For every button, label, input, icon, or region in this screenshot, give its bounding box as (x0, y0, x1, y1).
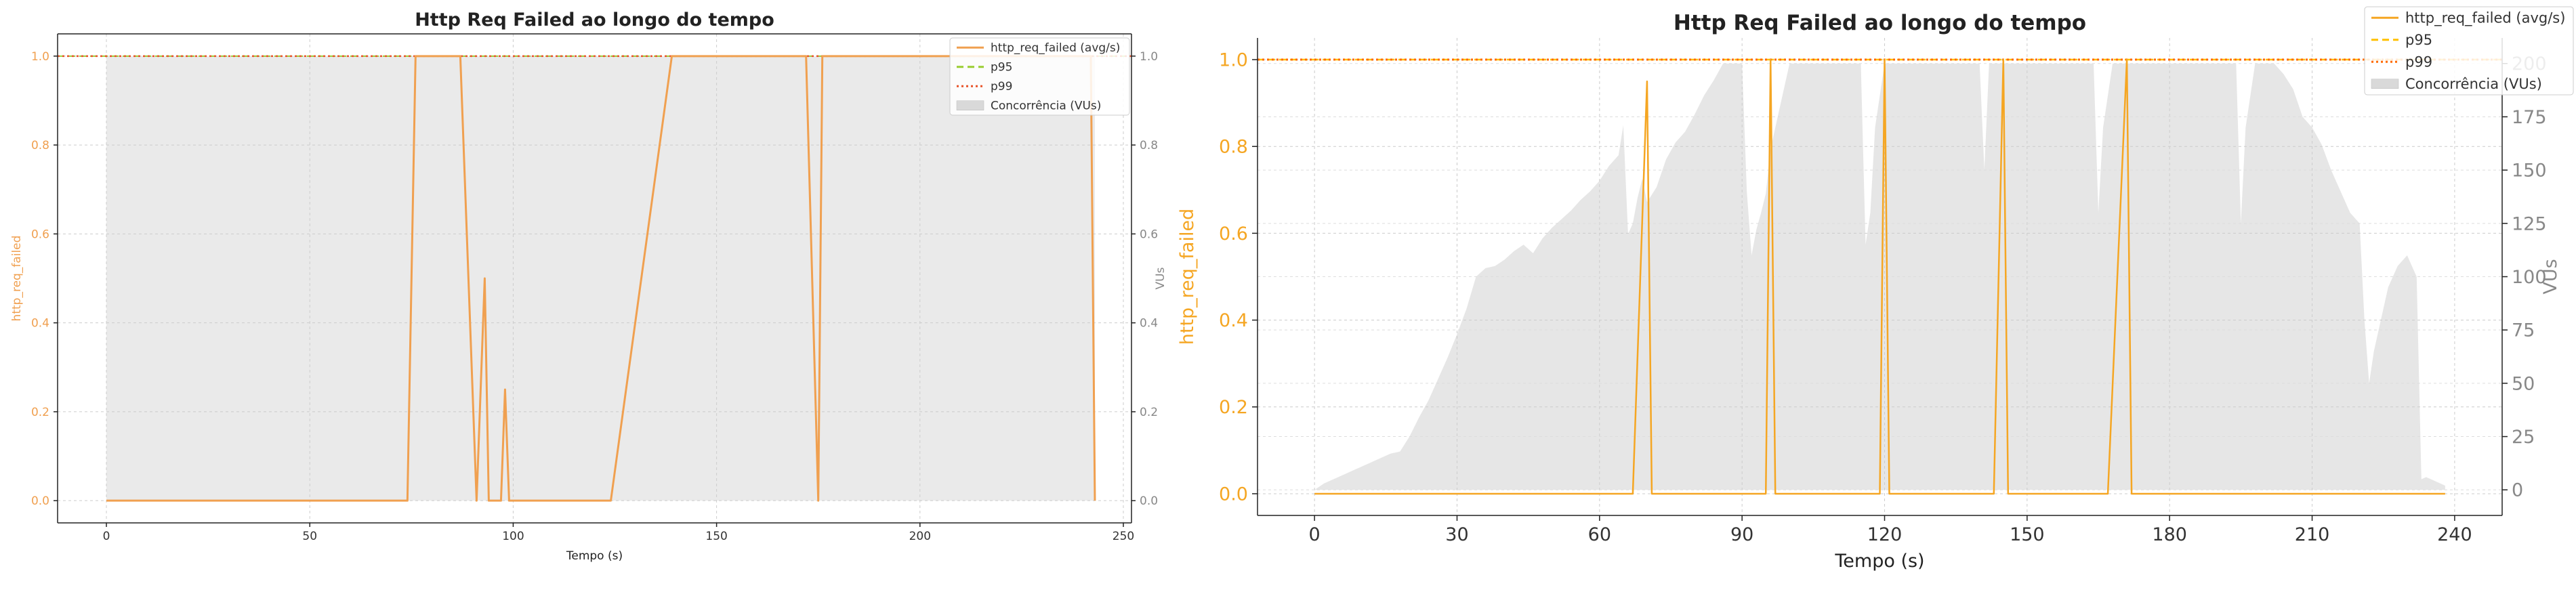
x-axis-label: Tempo (s) (1834, 551, 1924, 572)
x-tick-label: 90 (1730, 524, 1753, 545)
y2-tick-label: 0.4 (1140, 317, 1158, 331)
legend-box (2364, 6, 2574, 96)
x-tick-label: 120 (1867, 524, 1903, 545)
series-line-http-req-failed (106, 55, 1096, 502)
y2-tick-label: 125 (2512, 213, 2547, 234)
y2-tick-label: 150 (2512, 161, 2547, 182)
x-tick-label: 30 (1445, 524, 1468, 545)
y-tick-label: 0.6 (1219, 224, 1248, 245)
x-tick-label: 60 (1588, 524, 1611, 545)
x-axis-label: Tempo (s) (566, 549, 623, 563)
series-line-http-req-failed (1314, 58, 2445, 495)
y2-tick-label: 50 (2512, 373, 2535, 394)
y-tick-label: 0.8 (31, 139, 49, 152)
y-tick-label: 0.0 (1219, 484, 1248, 505)
legend-swatch (2371, 79, 2399, 89)
y-tick-label: 0.0 (31, 494, 49, 508)
chart-title: Http Req Failed ao longo do tempo (1674, 11, 2086, 35)
y2-tick-label: 0.8 (1140, 139, 1158, 152)
x-tick-label: 0 (1309, 524, 1321, 545)
x-tick-label: 50 (302, 530, 317, 543)
legend-box (949, 37, 1130, 116)
y2-tick-label: 0.2 (1140, 406, 1158, 419)
vus-area (1314, 63, 2445, 490)
chart-title: Http Req Failed ao longo do tempo (415, 9, 774, 30)
x-tick-label: 100 (502, 530, 524, 543)
y2-tick-label: 100 (2512, 267, 2547, 288)
y2-tick-label: 175 (2512, 107, 2547, 128)
y2-tick-label: 1.0 (1140, 50, 1158, 64)
y2-tick-label: 25 (2512, 427, 2535, 448)
y-tick-label: 0.8 (1219, 137, 1248, 158)
legend-label: Concorrência (VUs) (2405, 76, 2542, 92)
y2-axis-label: VUs (1154, 267, 1167, 289)
y-tick-label: 1.0 (1219, 49, 1248, 70)
legend-label: p99 (2405, 54, 2432, 70)
x-tick-label: 250 (1113, 530, 1134, 543)
legend-swatch (956, 100, 984, 110)
x-tick-label: 200 (909, 530, 931, 543)
chart-panel-2: 0 30 60 90 120 150 180 210 240 0.0 0.2 0.4 0.6 0.8 1.0… (1177, 6, 2574, 572)
x-tick-label: 150 (2010, 524, 2045, 545)
y-tick-label: 1.0 (31, 50, 49, 64)
x-tick-label: 240 (2437, 524, 2472, 545)
y-tick-label: 0.2 (1219, 397, 1248, 418)
legend-label: Concorrência (VUs) (991, 100, 1101, 113)
legend-label: http_req_failed (avg/s) (991, 41, 1120, 55)
y-tick-label: 0.4 (1219, 310, 1248, 331)
y2-tick-label: 75 (2512, 320, 2535, 341)
x-tick-label: 180 (2152, 524, 2187, 545)
legend-label: p99 (991, 80, 1012, 93)
y-axis-label: http_req_failed (10, 236, 24, 322)
y-axis-label: http_req_failed (1177, 209, 1198, 345)
y2-tick-label: 0.6 (1140, 228, 1158, 241)
y-tick-label: 0.6 (31, 228, 49, 241)
y-tick-label: 0.2 (31, 406, 49, 419)
x-tick-label: 0 (103, 530, 110, 543)
chart-panel-1: 0 50 100 150 200 250 0.0 0.2 0.4 0.6 0.8 1.0 0.0 0.2 0… (10, 9, 1167, 563)
x-tick-label: 150 (705, 530, 727, 543)
legend-label: p95 (991, 61, 1012, 75)
y2-tick-label: 0.0 (1140, 494, 1158, 508)
x-tick-label: 210 (2295, 524, 2330, 545)
vus-area (106, 56, 1095, 501)
y2-axis-label: VUs (2540, 259, 2561, 294)
y2-tick-label: 0 (2512, 480, 2523, 501)
legend-label: http_req_failed (avg/s) (2405, 10, 2565, 27)
legend-label: p95 (2405, 32, 2432, 48)
y-tick-label: 0.4 (31, 317, 49, 331)
